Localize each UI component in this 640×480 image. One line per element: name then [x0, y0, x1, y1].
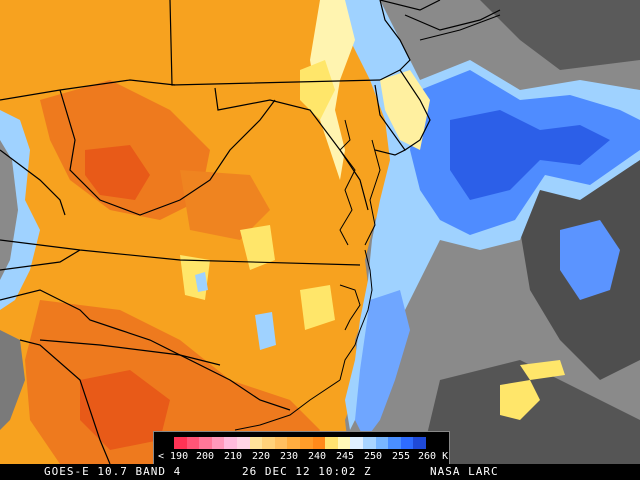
- ir-dark-ocean-3: [420, 360, 640, 464]
- colorbar-swatch: [211, 437, 225, 449]
- colorbar-swatch: [337, 437, 351, 449]
- colorbar-label-1: 200: [196, 451, 215, 462]
- border-ny-east: [379, 0, 411, 71]
- ir-gray-west: [0, 140, 18, 280]
- ir-blue-deeper: [450, 110, 610, 200]
- ir-yellow-inland-1: [240, 225, 275, 270]
- ir-lightblue-inland-1: [255, 312, 276, 350]
- coastline: [234, 14, 501, 431]
- colorbar-swatch: [375, 437, 389, 449]
- colorbar-swatch: [249, 437, 263, 449]
- colorbar-label-4: 230: [280, 451, 299, 462]
- colorbar-swatch: [413, 437, 427, 449]
- border-va-nc: [0, 239, 361, 266]
- colorbar-label-9: 260 K: [418, 451, 449, 462]
- temperature-colorbar: < 190 200 210 220 230 240 245 250 255 26…: [153, 431, 450, 465]
- border-tn-nc: [0, 289, 221, 366]
- border-ct: [404, 9, 501, 31]
- coast-eastern-shore: [364, 139, 381, 246]
- caption-credit: NASA LARC: [430, 465, 499, 478]
- ir-blue-patch-south: [355, 290, 410, 440]
- ir-yellow-blob-2: [520, 360, 565, 380]
- colorbar-swatch: [262, 437, 276, 449]
- colorbar-swatch: [287, 437, 301, 449]
- coast-chesapeake: [339, 119, 356, 246]
- coast-li: [419, 14, 501, 41]
- colorbar-label-3: 220: [252, 451, 271, 462]
- colorbar-swatch: [312, 437, 326, 449]
- coast-sc: [234, 379, 341, 431]
- ir-yellow-north: [300, 60, 335, 120]
- colorbar-label-7: 250: [364, 451, 383, 462]
- colorbar-label-2: 210: [224, 451, 243, 462]
- border-nj: [379, 69, 431, 151]
- colorbar-swatch: [186, 437, 200, 449]
- colorbar-swatch: [199, 437, 213, 449]
- border-ne: [379, 0, 441, 11]
- colorbar-swatch: [224, 437, 238, 449]
- colorbar-label-8: 255: [392, 451, 411, 462]
- colorbar-swatch: [363, 437, 377, 449]
- colorbar-swatch: [274, 437, 288, 449]
- ir-dark-orange-c: [180, 170, 270, 240]
- border-sc-ga: [19, 339, 111, 464]
- ir-deep-orange-core: [85, 145, 150, 200]
- border-wv-ky: [0, 149, 66, 216]
- coast-pamlico: [339, 284, 361, 331]
- coast-nc-outer: [339, 249, 373, 381]
- ir-gray-sw: [0, 330, 25, 430]
- border-md-va: [214, 87, 369, 211]
- border-nc-sc: [39, 339, 291, 411]
- caption-datetime: 26 DEC 12 10:02 Z: [242, 465, 372, 478]
- image-caption: GOES-E 10.7 BAND 4 26 DEC 12 10:02 Z NAS…: [0, 464, 640, 480]
- colorbar-swatch: [300, 437, 314, 449]
- colorbar-label-6: 245: [336, 451, 355, 462]
- colorbar-swatch: [350, 437, 364, 449]
- ir-deep-orange-s: [80, 370, 170, 450]
- satellite-ir-map: [0, 0, 640, 464]
- state-borders: [0, 0, 501, 464]
- colorbar-label-0: < 190: [158, 451, 189, 462]
- colorbar-swatch: [400, 437, 414, 449]
- colorbar-swatch: [237, 437, 251, 449]
- colorbar-label-5: 240: [308, 451, 327, 462]
- ir-blue-patch-east: [560, 220, 620, 300]
- ir-dark-ocean-2: [480, 0, 640, 70]
- colorbar-swatch: [325, 437, 339, 449]
- colorbar-swatch: [174, 437, 188, 449]
- border-wv-va: [59, 89, 276, 216]
- ir-yellow-inland-3: [300, 285, 335, 330]
- caption-satellite: GOES-E 10.7 BAND 4: [44, 465, 182, 478]
- border-ky-tn: [0, 249, 81, 271]
- colorbar-swatch: [388, 437, 402, 449]
- border-pa-md: [0, 79, 176, 101]
- ir-pale-yellow-ne: [380, 70, 430, 150]
- ir-yellow-blob-1: [500, 380, 540, 420]
- ir-lightblue-inland-2: [195, 272, 208, 292]
